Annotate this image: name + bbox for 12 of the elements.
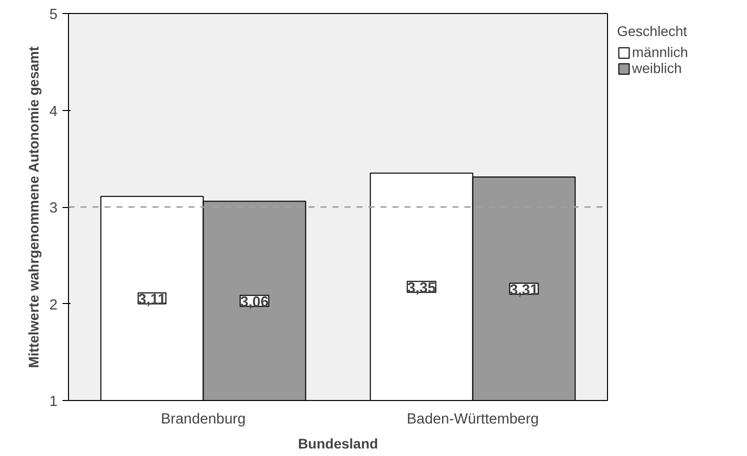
legend-label: weiblich	[632, 60, 682, 76]
x-axis-title: Bundesland	[298, 436, 378, 452]
y-tick-label: 3	[49, 200, 58, 216]
legend-title: Geschlecht	[617, 23, 688, 39]
y-tick-label: 4	[49, 104, 58, 120]
y-tick-label: 5	[49, 7, 58, 23]
x-tick-label: Baden-Württemberg	[406, 412, 539, 428]
y-axis-title: Mittelwerte wahrgenommene Autonomie gesamt	[25, 46, 42, 368]
legend-label: männlich	[632, 44, 688, 60]
y-tick-label: 1	[49, 394, 58, 410]
x-tick-label: Brandenburg	[160, 412, 246, 428]
y-tick-label: 2	[49, 297, 58, 314]
